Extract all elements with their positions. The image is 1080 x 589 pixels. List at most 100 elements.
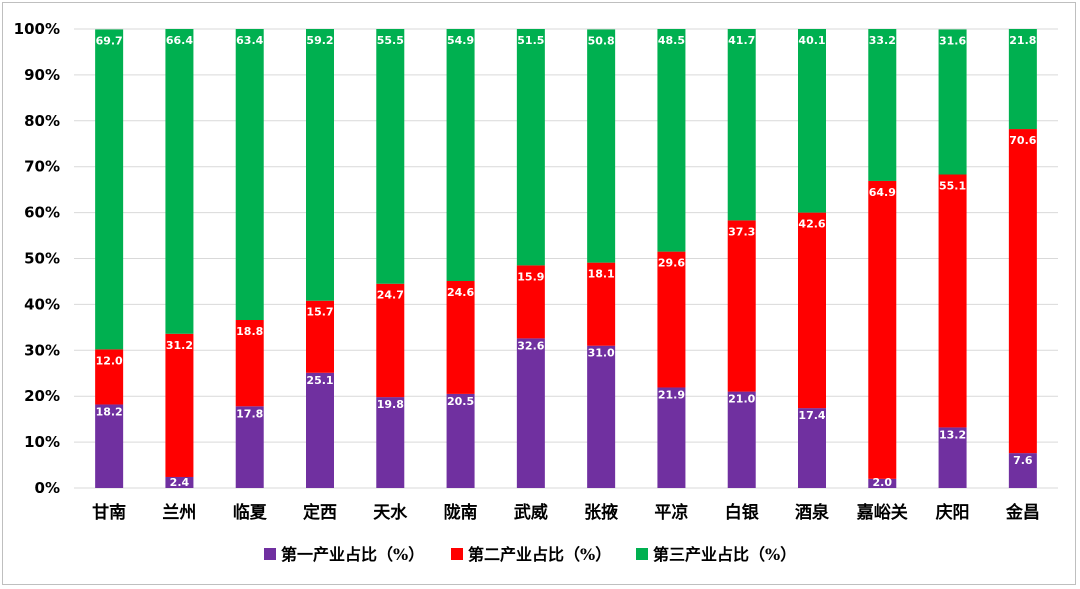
x-category-label: 临夏 <box>233 502 268 523</box>
bar-segment-series-1 <box>868 478 897 488</box>
bar-segment-series-2 <box>587 262 616 346</box>
data-label: 29.6 <box>658 257 685 270</box>
legend-label: 第一产业占比（%） <box>281 545 424 564</box>
x-category-label: 张掖 <box>584 502 618 523</box>
data-label: 69.7 <box>96 34 123 47</box>
y-tick-label: 30% <box>24 341 60 359</box>
data-label: 54.9 <box>447 34 474 47</box>
bar-segment-series-2 <box>657 251 686 388</box>
bar-segment-series-2 <box>306 300 334 373</box>
bar-segment-series-1 <box>306 372 334 488</box>
y-axis-tick-labels: 0% 10% 20% 30% 40% 50% 60% 70% 80% 90% 100% <box>14 20 60 497</box>
data-label: 48.5 <box>658 34 685 47</box>
legend: 第一产业占比（%） 第二产业占比（%） 第三产业占比（%） <box>264 545 796 564</box>
data-label: 50.8 <box>588 34 615 47</box>
bar-segment-series-2 <box>868 180 897 479</box>
bar-segment-series-2 <box>727 220 756 392</box>
bar-segment-series-1 <box>376 397 405 488</box>
data-label: 32.6 <box>517 339 544 352</box>
x-category-label: 嘉峪关 <box>856 502 908 523</box>
data-label: 70.6 <box>1009 134 1036 147</box>
data-label: 17.4 <box>798 409 825 422</box>
bar-segment-series-1 <box>235 406 264 488</box>
bar-segment-series-2 <box>165 333 194 477</box>
bar-segment-series-1 <box>516 338 545 488</box>
data-label: 33.2 <box>869 34 896 47</box>
y-tick-label: 20% <box>24 387 60 405</box>
data-label: 15.7 <box>306 306 333 319</box>
data-label: 7.6 <box>1013 454 1033 467</box>
bar-segment-series-3 <box>376 29 405 284</box>
y-tick-label: 100% <box>14 20 60 38</box>
x-category-label: 白银 <box>725 502 760 523</box>
y-tick-label: 10% <box>24 433 60 451</box>
y-tick-label: 90% <box>24 66 60 84</box>
bar-segment-series-2 <box>376 283 405 398</box>
data-label: 2.0 <box>873 476 893 489</box>
y-tick-label: 40% <box>24 295 60 313</box>
data-label: 51.5 <box>517 34 544 47</box>
data-label: 19.8 <box>377 398 404 411</box>
data-label: 40.1 <box>798 34 825 47</box>
bar-segment-series-3 <box>446 29 475 281</box>
legend-swatch <box>636 548 648 560</box>
y-tick-label: 70% <box>24 158 60 176</box>
legend-swatch <box>451 548 463 560</box>
data-label: 15.9 <box>517 270 544 283</box>
data-label: 12.0 <box>96 354 123 367</box>
bar-segment-series-1 <box>1008 453 1037 488</box>
x-category-label: 定西 <box>303 502 337 523</box>
data-label: 20.5 <box>447 395 474 408</box>
bar-segment-series-1 <box>938 427 967 488</box>
data-label: 59.2 <box>306 34 333 47</box>
legend-swatch <box>264 548 276 560</box>
data-label: 55.5 <box>377 34 404 47</box>
bar-segment-series-3 <box>798 29 826 213</box>
data-label: 64.9 <box>869 186 896 199</box>
x-category-label: 兰州 <box>162 502 196 523</box>
bar-segment-series-3 <box>587 29 616 263</box>
x-axis-category-labels: 甘南 兰州 临夏 定西 天水 陇南 武威 张掖 平凉 白银 酒泉 嘉峪关 庆阳 金昌 <box>92 502 1040 523</box>
x-category-label: 平凉 <box>654 502 688 523</box>
bar-segment-series-3 <box>938 29 967 175</box>
data-label: 63.4 <box>236 34 263 47</box>
bar-segment-series-1 <box>95 404 124 488</box>
data-label: 37.3 <box>728 225 755 238</box>
bar-segment-series-2 <box>516 265 545 339</box>
data-label: 42.6 <box>798 218 825 231</box>
bar-segment-series-2 <box>95 349 124 405</box>
bar-segment-series-1 <box>587 345 616 488</box>
data-label: 18.1 <box>588 268 615 281</box>
x-category-label: 金昌 <box>1005 502 1040 523</box>
bar-segment-series-2 <box>798 212 826 409</box>
bar-segment-series-3 <box>868 29 897 181</box>
bar-segment-series-3 <box>727 29 756 221</box>
bars <box>95 29 1037 488</box>
bar-segment-series-1 <box>446 393 475 488</box>
bar-segment-series-1 <box>727 391 756 488</box>
data-label: 17.8 <box>236 407 263 420</box>
bar-segment-series-3 <box>165 29 194 334</box>
bar-segment-series-2 <box>235 320 264 407</box>
x-category-label: 陇南 <box>444 502 478 523</box>
bar-segment-series-1 <box>657 387 686 488</box>
gridlines <box>74 28 1058 489</box>
data-label: 41.7 <box>728 34 755 47</box>
legend-label: 第二产业占比（%） <box>468 545 611 564</box>
x-category-label: 武威 <box>514 502 548 523</box>
x-category-label: 甘南 <box>92 502 126 523</box>
legend-label: 第三产业占比（%） <box>653 545 796 564</box>
bar-segment-series-2 <box>446 280 475 394</box>
data-label: 21.9 <box>658 388 685 401</box>
bar-segment-series-2 <box>1008 129 1037 454</box>
data-label: 25.1 <box>306 374 333 387</box>
data-label: 2.4 <box>170 476 190 489</box>
bar-segment-series-3 <box>1008 29 1037 130</box>
bar-segment-series-3 <box>235 29 264 321</box>
data-label: 66.4 <box>166 34 193 47</box>
bar-segment-series-3 <box>95 29 124 350</box>
x-category-label: 天水 <box>373 502 408 523</box>
data-label: 31.6 <box>939 34 966 47</box>
data-label: 31.0 <box>588 347 615 360</box>
bar-segment-series-3 <box>516 29 545 266</box>
